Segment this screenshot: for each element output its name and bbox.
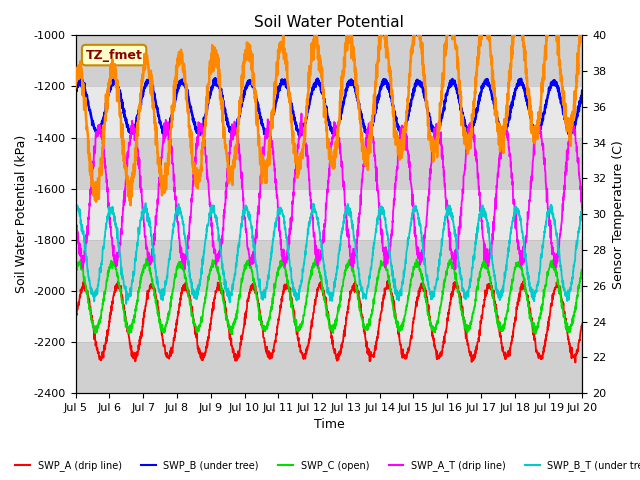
SWP_A_T (drip line)	[181, 266, 189, 272]
SWP_A_T (drip line)	[97, 134, 105, 140]
X-axis label: Time: Time	[314, 419, 344, 432]
Line: SWP_A_T (drip line): SWP_A_T (drip line)	[76, 114, 582, 269]
SWP_A_T (drip line)	[319, 237, 326, 243]
SWP_B_T (under tree)	[97, 260, 105, 266]
SWP_A (drip line)	[564, 334, 572, 339]
SWP_C (open)	[319, 288, 326, 293]
Y-axis label: Sensor Temperature (C): Sensor Temperature (C)	[612, 140, 625, 288]
SWI	[72, 84, 79, 90]
SWP_C (open)	[471, 300, 479, 305]
SWP_B (under tree)	[305, 105, 313, 110]
Bar	[76, 138, 582, 189]
Bar	[76, 189, 582, 240]
Legend: SWP_A (drip line), SWP_B (under tree), SWP_C (open), SWP_A_T (drip line), SWP_B_: SWP_A (drip line), SWP_B (under tree), S…	[12, 456, 640, 475]
SWI	[305, 69, 313, 75]
SWP_B_T (under tree)	[564, 288, 572, 293]
SWP_C (open)	[143, 256, 150, 262]
SWP_B (under tree)	[564, 131, 572, 136]
Bar	[76, 86, 582, 138]
SWP_B_T (under tree)	[305, 221, 313, 227]
Bar	[76, 36, 582, 86]
Text: TZ_fmet: TZ_fmet	[86, 48, 143, 61]
SWP_B (under tree)	[471, 117, 479, 122]
SWP_C (open)	[564, 329, 572, 335]
SWP_B (under tree)	[97, 124, 105, 130]
SWI	[564, 122, 572, 128]
SWP_C (open)	[228, 331, 236, 337]
SWP_A_T (drip line)	[72, 216, 79, 222]
SWP_A (drip line)	[579, 320, 586, 326]
SWP_B (under tree)	[72, 90, 79, 96]
SWP_A (drip line)	[97, 355, 105, 361]
SWI	[579, 19, 586, 25]
Bar	[76, 291, 582, 342]
SWP_A_T (drip line)	[579, 203, 586, 209]
SWI	[471, 88, 479, 94]
SWI	[319, 76, 326, 82]
SWP_B_T (under tree)	[319, 250, 326, 256]
Line: SWP_C (open): SWP_C (open)	[76, 259, 582, 334]
SWP_A_T (drip line)	[564, 151, 572, 156]
SWP_A_T (drip line)	[298, 111, 305, 117]
SWP_A (drip line)	[305, 340, 312, 346]
Line: SWP_B_T (under tree): SWP_B_T (under tree)	[76, 203, 582, 304]
Y-axis label: Soil Water Potential (kPa): Soil Water Potential (kPa)	[15, 135, 28, 293]
SWP_A_T (drip line)	[471, 153, 479, 158]
SWP_A (drip line)	[572, 360, 579, 365]
SWI	[480, 0, 488, 4]
Bar	[76, 342, 582, 393]
Line: SWP_A (drip line): SWP_A (drip line)	[76, 280, 582, 362]
SWI	[127, 203, 134, 208]
SWP_B (under tree)	[579, 88, 586, 94]
SWP_B_T (under tree)	[122, 301, 130, 307]
Line: SWP_B (under tree): SWP_B (under tree)	[76, 79, 582, 137]
SWP_B_T (under tree)	[471, 247, 479, 252]
SWI	[97, 172, 105, 178]
SWP_B (under tree)	[212, 76, 220, 82]
SWP_C (open)	[72, 268, 79, 274]
SWP_B_T (under tree)	[579, 207, 586, 213]
SWP_B_T (under tree)	[141, 200, 149, 206]
SWP_B (under tree)	[564, 128, 572, 133]
SWP_A (drip line)	[564, 334, 572, 339]
SWP_A (drip line)	[471, 351, 479, 357]
SWP_A (drip line)	[72, 318, 79, 324]
SWP_B (under tree)	[364, 134, 371, 140]
SWI	[564, 125, 572, 131]
Title: Soil Water Potential: Soil Water Potential	[254, 15, 404, 30]
SWP_C (open)	[305, 280, 313, 286]
SWP_B_T (under tree)	[564, 288, 572, 293]
Bar	[76, 240, 582, 291]
SWP_B (under tree)	[319, 86, 326, 92]
SWP_A (drip line)	[385, 277, 392, 283]
SWP_C (open)	[97, 307, 105, 313]
SWP_A_T (drip line)	[305, 177, 313, 183]
Line: SWI: SWI	[76, 1, 582, 205]
SWP_A_T (drip line)	[564, 141, 572, 146]
SWP_A (drip line)	[318, 282, 326, 288]
SWP_C (open)	[564, 326, 572, 332]
SWP_B_T (under tree)	[72, 208, 79, 214]
SWP_C (open)	[579, 269, 586, 275]
